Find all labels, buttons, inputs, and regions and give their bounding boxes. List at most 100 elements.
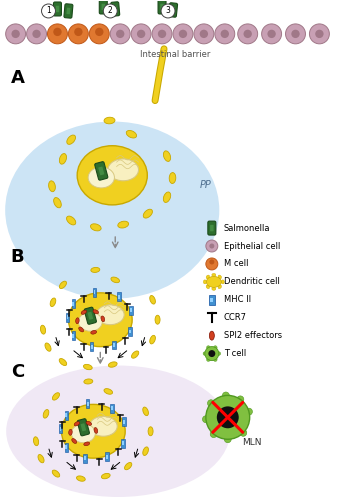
Ellipse shape: [116, 30, 125, 38]
Ellipse shape: [209, 331, 214, 340]
Ellipse shape: [94, 428, 98, 434]
Ellipse shape: [79, 327, 84, 332]
Ellipse shape: [95, 28, 104, 36]
Ellipse shape: [41, 325, 46, 334]
Bar: [128, 327, 132, 336]
Ellipse shape: [33, 437, 39, 446]
Circle shape: [208, 350, 215, 357]
FancyBboxPatch shape: [64, 4, 73, 18]
Ellipse shape: [60, 281, 66, 288]
Ellipse shape: [89, 416, 117, 436]
Ellipse shape: [62, 404, 125, 458]
Bar: [130, 308, 132, 312]
Text: Salmonella: Salmonella: [224, 224, 270, 232]
Ellipse shape: [262, 24, 281, 44]
Text: A: A: [11, 68, 24, 86]
FancyBboxPatch shape: [99, 0, 107, 14]
Ellipse shape: [68, 293, 132, 346]
Ellipse shape: [118, 221, 129, 228]
Ellipse shape: [212, 274, 216, 276]
Text: M cell: M cell: [224, 260, 248, 268]
Ellipse shape: [38, 454, 44, 463]
Ellipse shape: [173, 24, 193, 44]
Ellipse shape: [143, 407, 148, 416]
Ellipse shape: [68, 24, 88, 44]
FancyBboxPatch shape: [95, 162, 108, 180]
Text: 3: 3: [165, 6, 171, 16]
Bar: [113, 343, 115, 347]
Ellipse shape: [150, 336, 155, 344]
Ellipse shape: [155, 315, 160, 324]
Ellipse shape: [104, 388, 112, 394]
Ellipse shape: [108, 159, 139, 181]
Text: CCR7: CCR7: [224, 313, 247, 322]
Bar: [72, 331, 75, 340]
Circle shape: [205, 346, 219, 360]
Ellipse shape: [11, 30, 20, 38]
Ellipse shape: [111, 277, 119, 282]
Bar: [67, 316, 68, 320]
Ellipse shape: [143, 447, 148, 456]
FancyBboxPatch shape: [101, 4, 105, 10]
Bar: [87, 402, 88, 406]
Ellipse shape: [101, 316, 105, 322]
Text: 2: 2: [108, 6, 112, 16]
FancyBboxPatch shape: [80, 424, 86, 432]
Ellipse shape: [221, 280, 224, 284]
Ellipse shape: [50, 298, 56, 306]
Ellipse shape: [72, 438, 77, 444]
Bar: [66, 313, 69, 322]
Ellipse shape: [26, 24, 46, 44]
Bar: [94, 290, 96, 294]
Ellipse shape: [286, 24, 305, 44]
Ellipse shape: [131, 24, 151, 44]
Ellipse shape: [218, 285, 222, 288]
Bar: [91, 344, 93, 348]
Text: B: B: [11, 248, 24, 266]
Bar: [209, 295, 215, 305]
Circle shape: [217, 352, 221, 356]
Ellipse shape: [59, 358, 67, 366]
Ellipse shape: [206, 240, 218, 252]
Ellipse shape: [221, 30, 229, 38]
Ellipse shape: [110, 24, 130, 44]
FancyBboxPatch shape: [171, 6, 175, 14]
Bar: [86, 400, 89, 408]
Bar: [122, 441, 124, 445]
Ellipse shape: [84, 364, 92, 370]
Ellipse shape: [72, 424, 95, 442]
Ellipse shape: [84, 379, 93, 384]
Ellipse shape: [148, 427, 153, 436]
Circle shape: [210, 430, 217, 438]
Ellipse shape: [77, 146, 147, 205]
FancyBboxPatch shape: [111, 2, 120, 16]
Circle shape: [161, 4, 175, 18]
Ellipse shape: [60, 154, 66, 164]
Ellipse shape: [6, 366, 230, 497]
Ellipse shape: [209, 244, 214, 248]
Circle shape: [224, 436, 231, 442]
FancyBboxPatch shape: [66, 8, 71, 14]
Circle shape: [206, 358, 210, 362]
Circle shape: [214, 358, 217, 362]
Ellipse shape: [93, 310, 99, 314]
Bar: [110, 404, 114, 413]
Bar: [65, 411, 68, 420]
Text: Epithelial cell: Epithelial cell: [224, 242, 280, 250]
Circle shape: [222, 392, 229, 399]
Ellipse shape: [179, 30, 187, 38]
Ellipse shape: [53, 28, 62, 36]
Ellipse shape: [206, 285, 209, 288]
Bar: [83, 454, 86, 462]
Circle shape: [203, 352, 207, 356]
Ellipse shape: [209, 260, 214, 264]
Text: C: C: [11, 364, 24, 382]
Bar: [118, 295, 120, 299]
Ellipse shape: [52, 392, 60, 400]
Ellipse shape: [74, 422, 79, 426]
Ellipse shape: [169, 172, 176, 184]
Ellipse shape: [200, 30, 208, 38]
Bar: [123, 420, 125, 424]
Circle shape: [214, 346, 217, 350]
Ellipse shape: [101, 474, 110, 479]
